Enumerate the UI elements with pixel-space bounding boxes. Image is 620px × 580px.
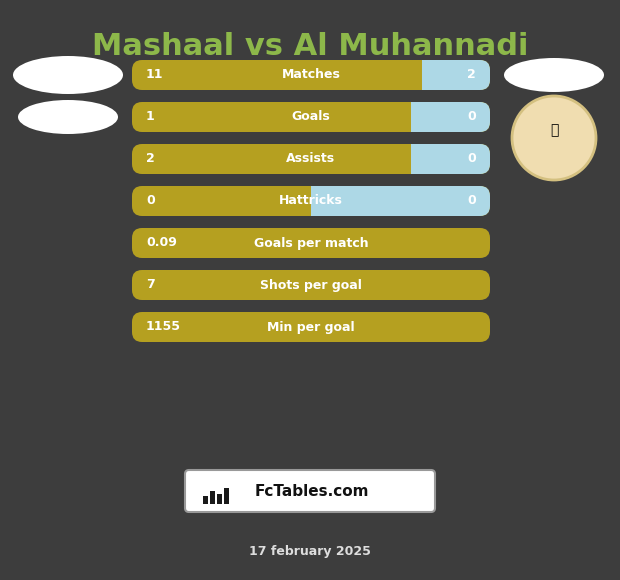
Text: 0: 0 — [467, 111, 476, 124]
Ellipse shape — [18, 100, 118, 134]
Bar — [224, 488, 229, 504]
FancyBboxPatch shape — [311, 186, 490, 216]
FancyBboxPatch shape — [132, 312, 490, 342]
Ellipse shape — [13, 56, 123, 94]
Bar — [203, 496, 208, 504]
Text: 2: 2 — [146, 153, 155, 165]
Text: 11: 11 — [146, 68, 164, 82]
Text: Club competitions, Season 2024/2025: Club competitions, Season 2024/2025 — [169, 62, 451, 75]
Text: ⚽: ⚽ — [550, 123, 558, 137]
Text: Assists: Assists — [286, 153, 335, 165]
Text: Matches: Matches — [281, 68, 340, 82]
Ellipse shape — [504, 58, 604, 92]
FancyBboxPatch shape — [422, 60, 490, 90]
Circle shape — [512, 96, 596, 180]
Text: 1: 1 — [146, 111, 155, 124]
Bar — [210, 491, 215, 504]
Text: 2: 2 — [467, 68, 476, 82]
Text: Goals: Goals — [291, 111, 330, 124]
Text: 0: 0 — [467, 153, 476, 165]
Bar — [311, 186, 323, 216]
Bar — [411, 102, 423, 132]
Text: FcTables.com: FcTables.com — [255, 484, 370, 498]
FancyBboxPatch shape — [132, 186, 490, 216]
Text: Min per goal: Min per goal — [267, 321, 355, 333]
Bar — [411, 144, 423, 174]
FancyBboxPatch shape — [132, 270, 490, 300]
FancyBboxPatch shape — [132, 144, 490, 174]
Text: 0: 0 — [146, 194, 155, 208]
Text: Mashaal vs Al Muhannadi: Mashaal vs Al Muhannadi — [92, 32, 528, 61]
Text: 0.09: 0.09 — [146, 237, 177, 249]
FancyBboxPatch shape — [132, 102, 490, 132]
Text: Goals per match: Goals per match — [254, 237, 368, 249]
FancyBboxPatch shape — [411, 144, 490, 174]
Text: Hattricks: Hattricks — [279, 194, 343, 208]
Text: 7: 7 — [146, 278, 155, 292]
Bar — [422, 60, 434, 90]
FancyBboxPatch shape — [132, 228, 490, 258]
FancyBboxPatch shape — [132, 60, 490, 90]
Text: Shots per goal: Shots per goal — [260, 278, 362, 292]
Text: 17 february 2025: 17 february 2025 — [249, 546, 371, 559]
Text: 0: 0 — [467, 194, 476, 208]
FancyBboxPatch shape — [411, 102, 490, 132]
Text: 1155: 1155 — [146, 321, 181, 333]
Bar — [217, 494, 222, 504]
FancyBboxPatch shape — [185, 470, 435, 512]
